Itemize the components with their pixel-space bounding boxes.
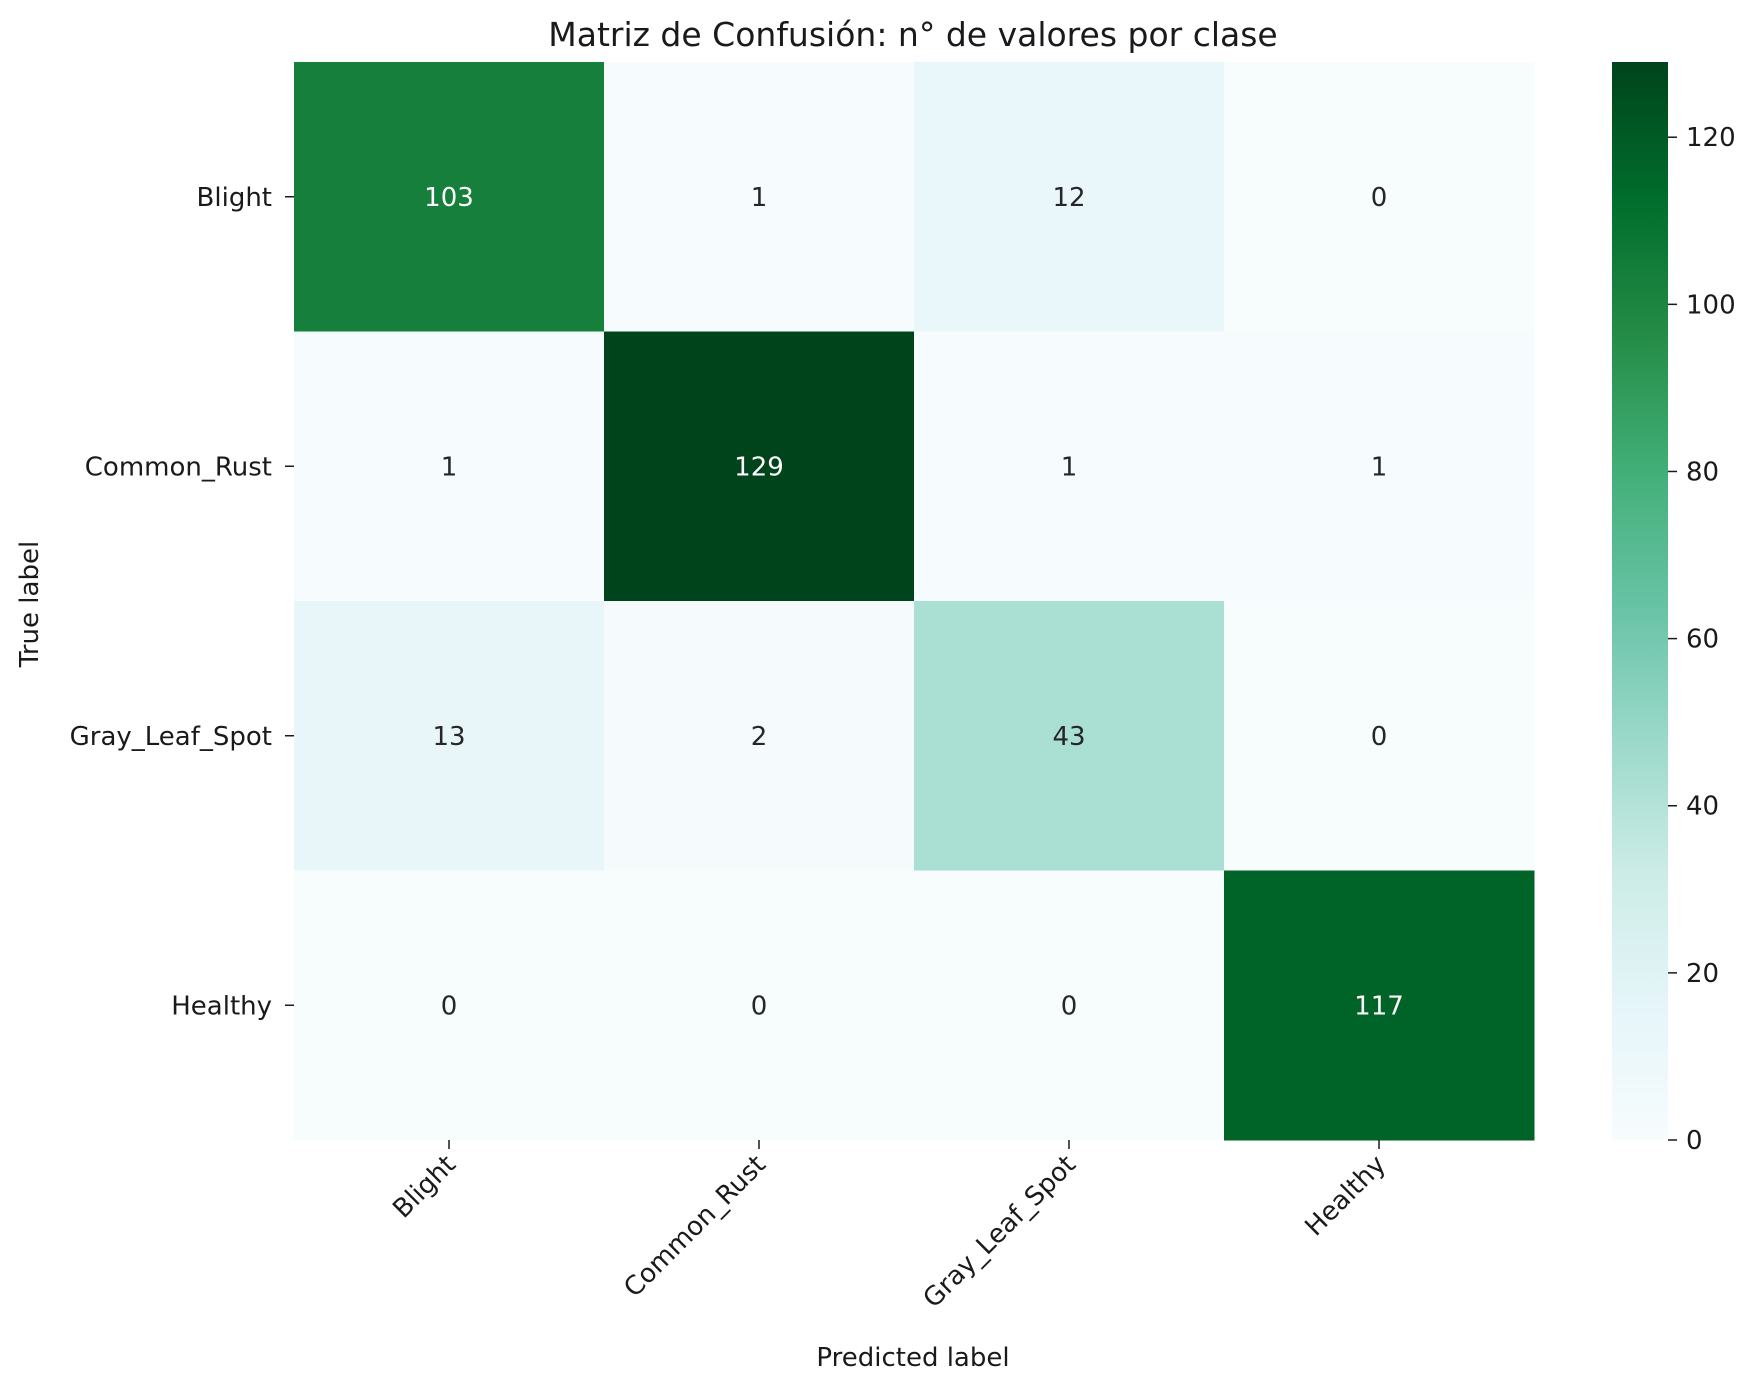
heatmap-cell: [1224, 331, 1535, 602]
x-axis-ticks: Blight Common_Rust Gray_Leaf_Spot Healthy: [387, 1140, 1392, 1314]
heatmap-cell: [1224, 62, 1535, 332]
cell-value-label: 1: [1061, 452, 1078, 482]
cell-value-label: 43: [1052, 722, 1085, 752]
cell-value-label: 0: [1371, 183, 1388, 213]
heatmap-cell: [1224, 870, 1535, 1141]
colorbar-tick-label: 80: [1686, 457, 1719, 487]
x-tick-label: Healthy: [1299, 1150, 1391, 1242]
y-tick-label: Gray_Leaf_Spot: [70, 722, 272, 752]
cell-value-label: 2: [751, 722, 768, 752]
heatmap-cell: [604, 870, 915, 1141]
cell-value-label: 1: [1371, 452, 1388, 482]
heatmap-cell: [604, 601, 915, 871]
colorbar-tick-label: 60: [1686, 625, 1719, 655]
y-tick-label: Common_Rust: [85, 452, 272, 482]
x-tick-label: Common_Rust: [618, 1150, 772, 1304]
heatmap-cell: [604, 331, 915, 602]
heatmap-cell: [604, 62, 915, 332]
heatmap-cell: [294, 870, 605, 1141]
cell-value-label: 129: [734, 452, 784, 482]
y-axis-ticks: Blight Common_Rust Gray_Leaf_Spot Healthy: [70, 183, 294, 1021]
cell-value-label: 13: [432, 722, 465, 752]
cell-value-label: 1: [751, 183, 768, 213]
heatmap-cell: [294, 331, 605, 602]
cell-value-label: 0: [441, 991, 458, 1021]
cell-value-label: 0: [751, 991, 768, 1021]
cell-value-label: 0: [1061, 991, 1078, 1021]
heatmap-cell: [914, 870, 1225, 1141]
y-tick-label: Healthy: [171, 991, 272, 1021]
cell-value-label: 12: [1052, 183, 1085, 213]
colorbar-tick-label: 20: [1686, 959, 1719, 989]
colorbar-tick-label: 120: [1686, 123, 1736, 153]
cell-value-label: 103: [424, 183, 474, 213]
heatmap-cell: [294, 601, 605, 871]
heatmap-cell: [914, 62, 1225, 332]
cell-value-label: 117: [1354, 991, 1404, 1021]
x-axis-label: Predicted label: [816, 1343, 1009, 1373]
colorbar-tick-label: 40: [1686, 792, 1719, 822]
y-tick-label: Blight: [197, 183, 272, 213]
cell-value-label: 0: [1371, 722, 1388, 752]
y-axis-label: True label: [15, 541, 45, 668]
heatmap-cell: [1224, 601, 1535, 871]
colorbar-tick-label: 0: [1686, 1126, 1703, 1156]
heatmap-cells: 103 1 12 0 1 129 1 1 13 2 43 0 0 0 0 117: [294, 62, 1535, 1141]
cell-value-label: 1: [441, 452, 458, 482]
heatmap-cell: [294, 62, 605, 332]
x-tick-label: Gray_Leaf_Spot: [918, 1150, 1082, 1314]
chart-title: Matriz de Confusión: n° de valores por c…: [548, 15, 1277, 54]
colorbar-tick-label: 100: [1686, 290, 1736, 320]
x-tick-label: Blight: [387, 1150, 462, 1225]
heatmap-cell: [914, 601, 1225, 871]
heatmap-cell: [914, 331, 1225, 602]
colorbar: 0 20 40 60 80 100 120: [1612, 62, 1736, 1156]
colorbar-gradient: [1612, 62, 1668, 1140]
